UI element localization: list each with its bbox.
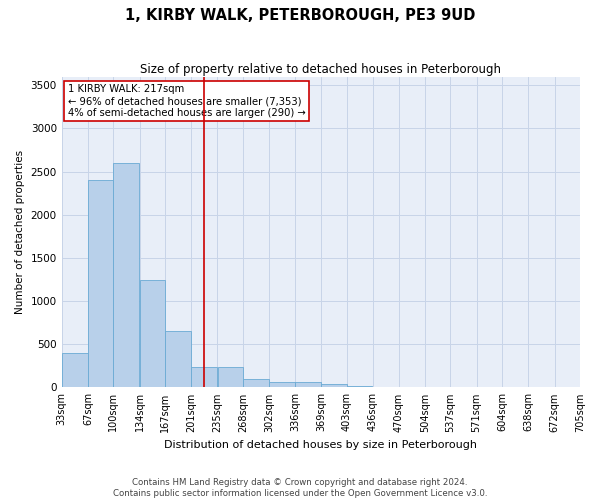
Bar (243, 379, 269, 388)
Bar (140, 280, 165, 388)
Text: 1, KIRBY WALK, PETERBOROUGH, PE3 9UD: 1, KIRBY WALK, PETERBOROUGH, PE3 9UD (125, 8, 475, 22)
Bar (218, 367, 243, 388)
Bar (88, 180, 113, 388)
Bar (113, 163, 139, 388)
Text: Contains HM Land Registry data © Crown copyright and database right 2024.
Contai: Contains HM Land Registry data © Crown c… (113, 478, 487, 498)
Bar (269, 382, 295, 388)
Text: 1 KIRBY WALK: 217sqm
← 96% of detached houses are smaller (7,353)
4% of semi-det: 1 KIRBY WALK: 217sqm ← 96% of detached h… (68, 84, 305, 117)
Bar (191, 367, 217, 388)
Bar (295, 382, 321, 388)
Bar (321, 384, 347, 388)
Title: Size of property relative to detached houses in Peterborough: Size of property relative to detached ho… (140, 62, 502, 76)
Bar (165, 332, 191, 388)
Y-axis label: Number of detached properties: Number of detached properties (15, 150, 25, 314)
Bar (62, 353, 88, 388)
X-axis label: Distribution of detached houses by size in Peterborough: Distribution of detached houses by size … (164, 440, 478, 450)
Bar (347, 386, 373, 388)
